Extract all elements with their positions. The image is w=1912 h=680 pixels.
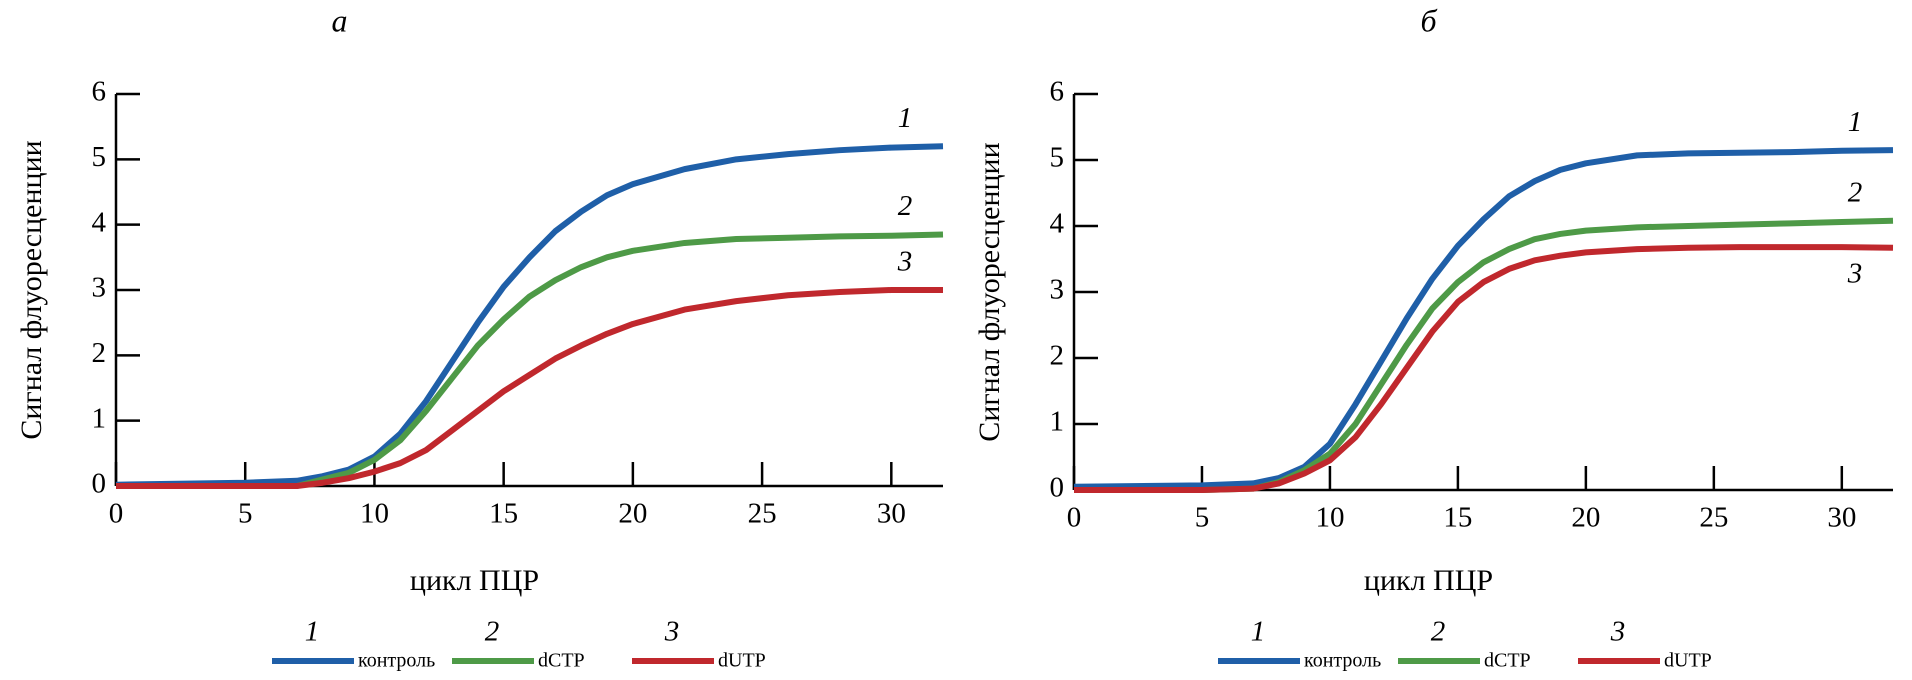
y-tick-label: 1	[1050, 406, 1065, 438]
legend-number: 3	[1610, 616, 1626, 648]
series-line	[116, 287, 943, 489]
x-tick-label: 0	[1067, 502, 1082, 534]
legend-label: dUTP	[1664, 650, 1712, 672]
x-tick-label: 15	[489, 498, 518, 530]
x-tick-label: 30	[1827, 502, 1856, 534]
x-tick-label: 30	[877, 498, 906, 530]
legend-number: 2	[485, 616, 500, 648]
legend-label: dUTP	[718, 650, 766, 672]
x-tick-label: 10	[360, 498, 389, 530]
legend-number: 2	[1431, 616, 1446, 648]
x-tick-label: 25	[748, 498, 777, 530]
series-end-label: 2	[1848, 176, 1863, 208]
x-tick-label: 0	[109, 498, 124, 530]
y-tick-label: 0	[1050, 472, 1065, 504]
x-tick-label: 25	[1699, 502, 1728, 534]
chart-title: б	[1420, 2, 1437, 38]
x-tick-label: 5	[238, 498, 253, 530]
series-line	[1073, 147, 1894, 490]
legend-label: dCTP	[538, 650, 585, 672]
y-tick-label: 4	[1050, 208, 1065, 240]
chart-title: а	[332, 2, 348, 38]
x-tick-label: 20	[618, 498, 647, 530]
series-line	[1074, 244, 1894, 493]
legend-number: 1	[305, 616, 320, 648]
series-end-label: 2	[898, 190, 913, 222]
y-tick-label: 6	[1050, 76, 1065, 108]
y-tick-label: 5	[92, 141, 107, 173]
series-end-label: 3	[1847, 257, 1863, 289]
y-tick-label: 2	[92, 337, 107, 369]
legend-label: dCTP	[1484, 650, 1531, 672]
legend-label: контроль	[358, 650, 435, 672]
x-tick-label: 20	[1571, 502, 1600, 534]
y-tick-label: 6	[92, 76, 107, 108]
x-tick-label: 10	[1315, 502, 1344, 534]
legend-label: контроль	[1304, 650, 1381, 672]
series-end-label: 1	[898, 102, 913, 134]
y-tick-label: 0	[92, 468, 107, 500]
y-axis-label: Сигнал флуоресценции	[973, 142, 1006, 441]
series-end-label: 1	[1848, 106, 1863, 138]
y-tick-label: 1	[92, 402, 107, 434]
y-axis-label: Сигнал флуоресценции	[15, 140, 48, 439]
series-line	[1074, 217, 1894, 493]
y-tick-label: 4	[92, 206, 107, 238]
series-line	[115, 143, 944, 488]
x-tick-label: 5	[1195, 502, 1210, 534]
legend-number: 3	[664, 616, 680, 648]
x-axis-label: цикл ПЦР	[1364, 564, 1493, 597]
y-tick-label: 3	[1050, 274, 1065, 306]
y-tick-label: 2	[1050, 340, 1065, 372]
x-tick-label: 15	[1443, 502, 1472, 534]
series-end-label: 3	[897, 246, 913, 278]
legend-number: 1	[1251, 616, 1266, 648]
series-line	[116, 231, 944, 489]
y-tick-label: 5	[1050, 142, 1065, 174]
x-axis-label: цикл ПЦР	[410, 564, 539, 597]
y-tick-label: 3	[92, 272, 107, 304]
